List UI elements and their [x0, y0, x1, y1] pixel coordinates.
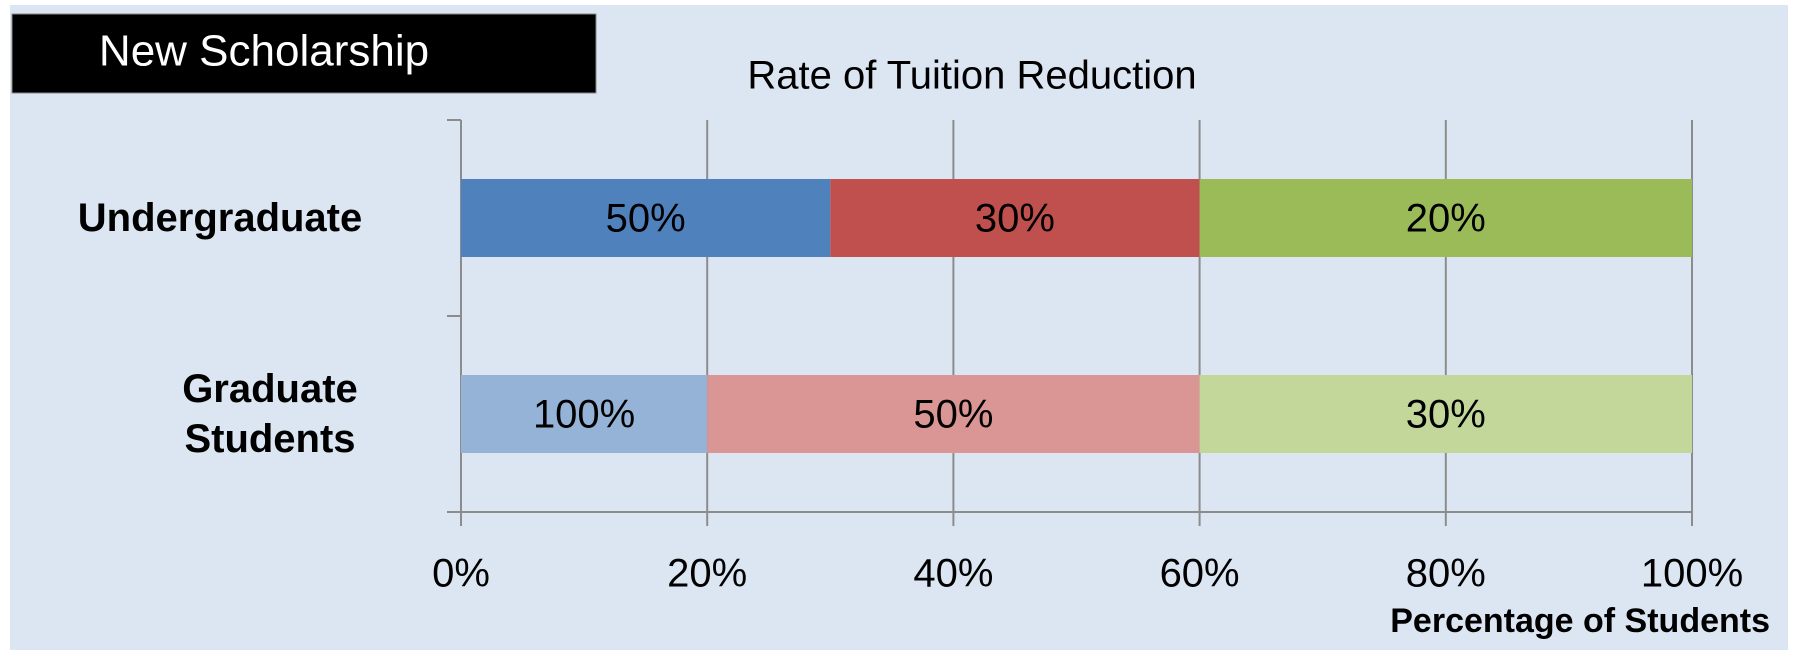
segment-label: 50% — [606, 197, 686, 241]
x-tick-label: 0% — [432, 552, 490, 596]
x-tick-label: 40% — [913, 552, 993, 596]
bar-segment — [461, 375, 708, 453]
bar-segment — [1199, 375, 1692, 453]
y-tick-label: Graduate Students — [182, 367, 358, 461]
x-tick-label: 60% — [1160, 552, 1240, 596]
chart-title: Rate of Tuition Reduction — [747, 54, 1196, 98]
segment-label: 30% — [1406, 393, 1486, 437]
x-tick-label: 80% — [1406, 552, 1486, 596]
x-tick-label: 20% — [667, 552, 747, 596]
x-axis-title: Percentage of Students — [1390, 602, 1770, 640]
x-tick-label: 100% — [1641, 552, 1743, 596]
bar-segment — [461, 179, 831, 257]
segment-label: 30% — [975, 197, 1055, 241]
banner-box — [11, 13, 597, 94]
y-tick-label: Undergraduate — [77, 196, 363, 240]
segment-label: 100% — [533, 393, 635, 437]
bar-segment — [830, 179, 1200, 257]
panel — [10, 5, 1788, 650]
bar-segment — [707, 375, 1200, 453]
segment-label: 50% — [913, 393, 993, 437]
segment-label: 20% — [1406, 197, 1486, 241]
bar-segment — [1199, 179, 1692, 257]
banner: New Scholarship — [99, 27, 429, 76]
